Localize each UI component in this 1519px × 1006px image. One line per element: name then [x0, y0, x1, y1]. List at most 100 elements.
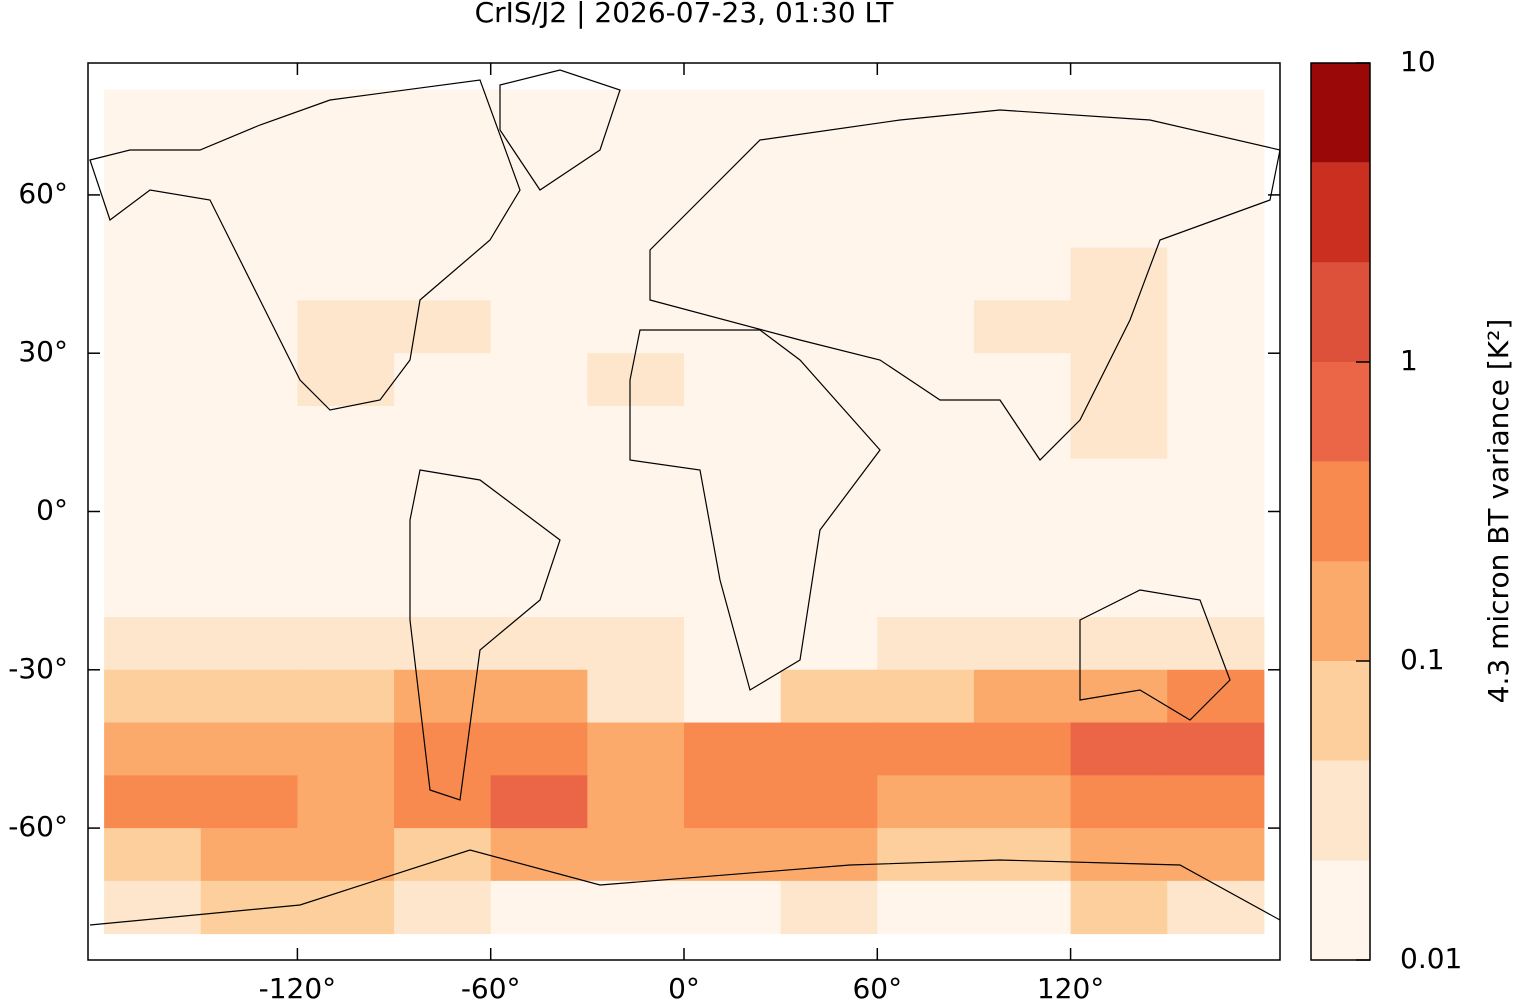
- heat-cell: [973, 617, 1072, 671]
- heat-cell: [1167, 722, 1265, 776]
- heat-cell: [877, 828, 975, 882]
- heat-cell: [1167, 353, 1265, 407]
- heat-cell: [200, 828, 298, 882]
- colorbar-tick-label: 0.1: [1400, 643, 1445, 676]
- heat-cell: [1070, 247, 1168, 301]
- heat-cell: [394, 405, 492, 460]
- heat-cell: [877, 194, 975, 249]
- heat-cell: [973, 511, 1072, 565]
- heat-cell: [1070, 564, 1168, 618]
- heat-cell: [587, 564, 685, 618]
- coastlines: [89, 69, 1280, 926]
- heat-cell: [587, 511, 685, 565]
- heat-cell: [104, 89, 202, 143]
- heat-cell: [490, 194, 588, 249]
- heat-cell: [780, 564, 878, 618]
- heat-cell: [200, 669, 298, 724]
- heat-cell: [684, 722, 782, 776]
- heat-cell: [104, 300, 202, 354]
- heat-cell: [104, 775, 202, 829]
- y-tick-label: -60°: [8, 810, 68, 843]
- heat-cell: [490, 300, 588, 354]
- heat-cell: [490, 247, 588, 301]
- heat-cell: [587, 300, 685, 354]
- heat-cell: [1070, 194, 1168, 249]
- heat-cell: [1167, 458, 1265, 512]
- heat-cell: [104, 458, 202, 512]
- heat-cell: [1070, 617, 1168, 671]
- heat-cell: [780, 405, 878, 460]
- heat-cell: [877, 300, 975, 354]
- heat-cell: [297, 511, 395, 565]
- heat-cell: [877, 511, 975, 565]
- y-tick-label: 60°: [18, 177, 68, 210]
- heat-cell: [394, 89, 492, 143]
- heat-cell: [973, 89, 1072, 143]
- heat-cell: [104, 669, 202, 724]
- heat-cell: [1167, 669, 1265, 724]
- heat-cell: [490, 722, 588, 776]
- heat-cell: [490, 511, 588, 565]
- heat-cell: [1070, 353, 1168, 407]
- heat-cell: [587, 669, 685, 724]
- heat-cell: [587, 247, 685, 301]
- heat-cell: [684, 300, 782, 354]
- x-tick-label: 60°: [852, 972, 902, 1002]
- heat-cell: [877, 247, 975, 301]
- heat-cell: [297, 194, 395, 249]
- coastline: [649, 109, 1280, 461]
- heat-cell: [104, 247, 202, 301]
- coastline: [89, 849, 1280, 926]
- heat-cell: [200, 353, 298, 407]
- heat-cell: [684, 89, 782, 143]
- heat-cell: [1167, 511, 1265, 565]
- heat-cell: [587, 722, 685, 776]
- heat-cell: [297, 458, 395, 512]
- colorbar-band: [1311, 760, 1370, 861]
- heat-cell: [394, 353, 492, 407]
- heat-cell: [877, 353, 975, 407]
- heat-cell: [780, 458, 878, 512]
- x-tick-label: 0°: [668, 972, 700, 1002]
- heat-cell: [200, 722, 298, 776]
- y-tick-label: 0°: [36, 494, 68, 527]
- heat-cell: [877, 405, 975, 460]
- heat-cell: [490, 669, 588, 724]
- heat-cell: [973, 669, 1072, 724]
- heat-cell: [877, 564, 975, 618]
- heat-cell: [1070, 405, 1168, 460]
- heat-cell: [104, 511, 202, 565]
- colorbar-tick-label: 1: [1400, 344, 1418, 377]
- heat-cell: [490, 353, 588, 407]
- heat-cell: [394, 300, 492, 354]
- heat-cell: [877, 722, 975, 776]
- heat-cell: [200, 142, 298, 196]
- heat-cell: [1070, 669, 1168, 724]
- heat-cell: [394, 828, 492, 882]
- heat-cell: [780, 142, 878, 196]
- heat-cell: [780, 247, 878, 301]
- heat-cell: [973, 353, 1072, 407]
- heat-cell: [104, 880, 202, 935]
- heat-cell: [490, 564, 588, 618]
- heat-cell: [104, 142, 202, 196]
- heat-cell: [104, 405, 202, 460]
- heat-cell: [684, 880, 782, 935]
- heat-cell: [877, 89, 975, 143]
- colorbar-band: [1311, 561, 1370, 661]
- heat-cell: [973, 775, 1072, 829]
- heat-cell: [200, 194, 298, 249]
- heat-cell: [490, 880, 588, 935]
- heat-cell: [973, 405, 1072, 460]
- heat-cell: [200, 511, 298, 565]
- heat-cell: [297, 247, 395, 301]
- heat-cell: [877, 458, 975, 512]
- heat-cell: [200, 247, 298, 301]
- y-tick-label: -30°: [8, 652, 68, 685]
- heat-cell: [780, 194, 878, 249]
- heat-cell: [1070, 722, 1168, 776]
- heat-cell: [490, 89, 588, 143]
- heat-cell: [394, 247, 492, 301]
- heatmap: [104, 89, 1265, 935]
- heat-cell: [394, 142, 492, 196]
